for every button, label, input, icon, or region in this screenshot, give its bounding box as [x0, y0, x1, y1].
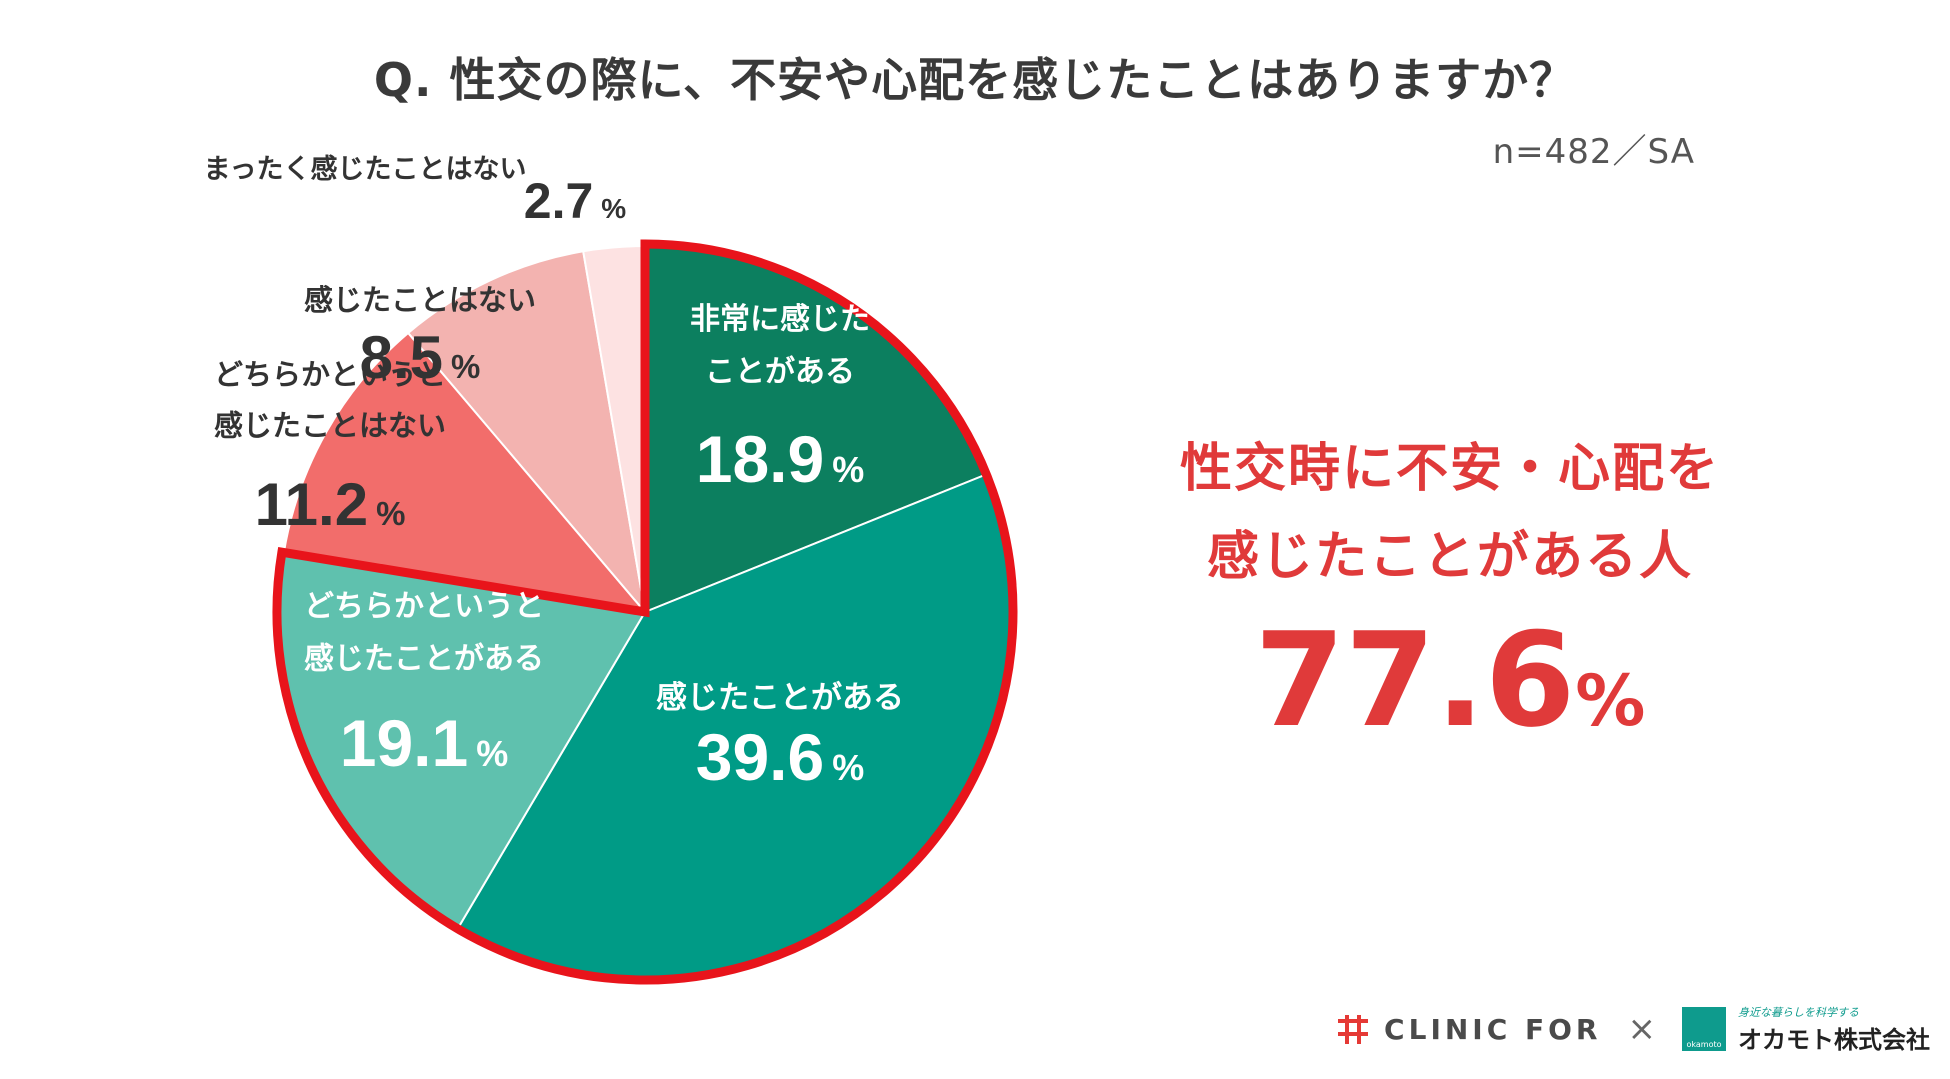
- highlight-border: [272, 239, 1018, 985]
- slice-label-1-line-1: 非常に感じた: [690, 302, 870, 337]
- slice-label-3-line-1: どちらかというと: [304, 589, 544, 624]
- sample-size-note: n=482／SA: [1492, 132, 1695, 172]
- slice-value-2: 39.6%: [696, 720, 864, 794]
- slice-label-5-line-1: 感じたことはない: [304, 283, 536, 317]
- clinic-for-text: CLINIC FOR: [1384, 1012, 1602, 1046]
- slice-value-4: 11.2%: [255, 471, 406, 538]
- clinic-for-logo: CLINIC FOR: [1336, 1012, 1601, 1046]
- pie-slice-4: [282, 331, 648, 614]
- highlight-value: 77.6: [1254, 604, 1576, 756]
- footer-logos: CLINIC FOR × okamoto 身近な暮らしを科学する オカモト株式会…: [1336, 999, 1930, 1059]
- slice-value-5: 8.5%: [360, 324, 481, 391]
- slice-label-4-line-1: どちらかというと: [214, 358, 446, 392]
- slice-value-3: 19.1%: [340, 706, 508, 780]
- slice-label-1-line-2: ことがある: [705, 354, 855, 389]
- highlight-unit: %: [1575, 660, 1646, 742]
- slice-value-1: 18.9%: [696, 422, 864, 496]
- okamoto-logo: okamoto 身近な暮らしを科学する オカモト株式会社: [1682, 1004, 1930, 1055]
- okamoto-logo-text: okamoto: [1686, 1040, 1722, 1049]
- slice-label-4-line-2: 感じたことはない: [214, 408, 446, 442]
- slice-label-2-line-1: 感じたことがある: [656, 680, 904, 716]
- okamoto-name: オカモト株式会社: [1738, 1025, 1930, 1054]
- chart-title: Q. 性交の際に、不安や心配を感じたことはありますか？: [373, 53, 1577, 107]
- highlight-summary: 性交時に不安・心配を 感じたことがある人 77.6%: [1100, 425, 1800, 776]
- pie-slice-5: [406, 250, 647, 616]
- highlight-line-1: 性交時に不安・心配を: [1179, 439, 1720, 499]
- okamoto-logo-mark: okamoto: [1682, 1007, 1726, 1051]
- collab-x: ×: [1627, 1009, 1657, 1049]
- slice-value-6: 2.7%: [524, 173, 627, 229]
- highlight-value-row: 77.6%: [1100, 605, 1800, 776]
- slice-label-3-line-2: 感じたことがある: [304, 641, 544, 676]
- highlight-line-2: 感じたことがある人: [1206, 527, 1693, 587]
- slice-label-6-line-1: まったく感じたことはない: [204, 153, 527, 185]
- okamoto-tagline: 身近な暮らしを科学する: [1738, 1005, 1859, 1019]
- clinic-for-icon: [1338, 1015, 1369, 1044]
